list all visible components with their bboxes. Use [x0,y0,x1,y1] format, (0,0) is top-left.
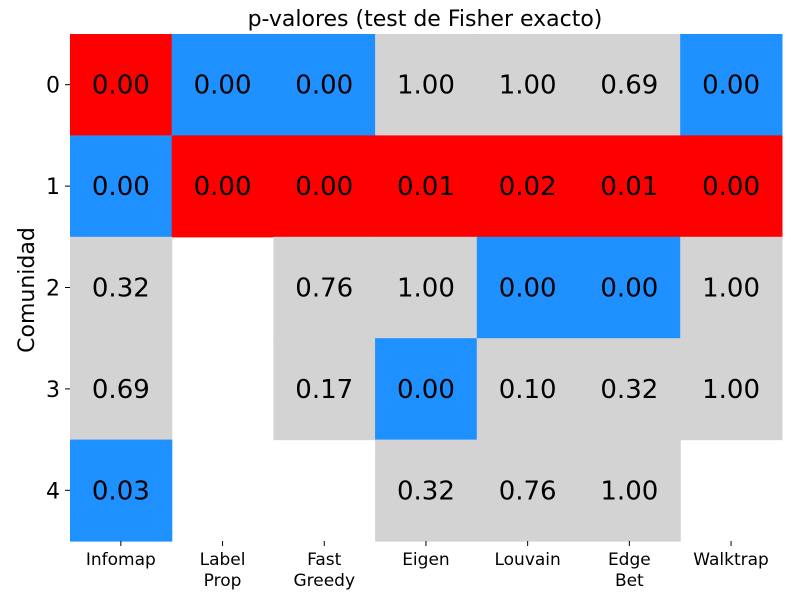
heatmap-cell [70,439,173,542]
heatmap-cell [578,236,681,339]
cell-value-label: 0.01 [397,172,455,202]
cell-value-label: 0.00 [92,172,150,202]
heatmap-cell [375,34,478,136]
heatmap-cell [476,34,580,136]
y-tick-label: 3 [46,378,60,403]
heatmap-cell [375,135,478,238]
cell-value-label: 0.02 [499,172,557,202]
heatmap-cell [476,439,580,542]
cell-value-label: 0.69 [92,375,150,405]
x-tick-label: Walktrap [693,550,769,570]
cell-value-label: 0.32 [600,375,658,405]
heatmap-cell [70,338,173,441]
x-tick-label: Louvain [494,550,560,570]
heatmap-cell [680,338,783,441]
x-tick-label: Fast Greedy [293,550,355,591]
cell-value-label: 0.69 [600,71,658,101]
heatmap-cell [476,236,580,339]
chart-title: p-valores (test de Fisher exacto) [248,7,603,32]
heatmap-cell [70,135,173,238]
cell-value-label: 1.00 [702,274,760,304]
cell-value-label: 0.00 [92,71,150,101]
cell-value-label: 0.03 [92,476,150,506]
heatmap-cell [375,236,478,339]
heatmap-cells [70,34,783,542]
cell-value-label: 0.00 [499,274,557,304]
cell-value-label: 0.00 [194,71,252,101]
y-tick-label: 4 [46,479,60,504]
cell-value-label: 0.10 [499,375,557,405]
heatmap-cell [273,135,376,238]
heatmap-cell [578,34,681,136]
heatmap-cell [273,236,376,339]
y-tick-label: 0 [46,74,60,99]
x-tick-label: Edge Bet [608,550,651,591]
heatmap-cell [375,338,478,441]
heatmap-cell [476,338,580,441]
x-tick-label: Eigen [402,550,450,570]
y-axis-ticks: 0 1 2 3 4 [46,74,70,504]
cell-value-label: 1.00 [397,71,455,101]
heatmap-cell [680,236,783,339]
cell-value-label: 0.00 [702,172,760,202]
cell-value-label: 0.32 [397,476,455,506]
heatmap-cell [171,135,274,238]
cell-value-label: 1.00 [397,274,455,304]
cell-value-label: 0.00 [194,172,252,202]
cell-value-label: 0.00 [600,274,658,304]
y-tick-label: 2 [46,277,60,302]
x-axis-ticks: Infomap Label Prop Fast Greedy Eigen Louvain Ed… [86,541,769,591]
cell-value-label: 0.76 [295,274,353,304]
cell-value-label: 1.00 [702,375,760,405]
cell-value-label: 0.00 [295,71,353,101]
cell-value-label: 0.32 [92,274,150,304]
cell-value-label: 1.00 [600,476,658,506]
cell-value-label: 0.01 [600,172,658,202]
heatmap-cell [578,439,681,542]
cell-value-label: 0.00 [295,172,353,202]
heatmap-cell [171,34,274,136]
heatmap-cell [70,236,173,339]
y-tick-label: 1 [46,175,60,200]
heatmap-cell [375,439,478,542]
heatmap-cell [273,338,376,441]
heatmap-cell [273,34,376,136]
y-axis-label: Comunidad [15,227,40,353]
heatmap-cell [578,135,681,238]
heatmap-cell [680,135,783,238]
heatmap-cell [476,135,580,238]
cell-labels: 0.00 0.00 0.00 1.00 1.00 0.69 0.00 0.00 0.00 0.00… [92,71,760,507]
heatmap-cell [70,34,173,136]
x-tick-label: Infomap [86,550,156,570]
cell-value-label: 0.00 [702,71,760,101]
cell-value-label: 0.76 [499,476,557,506]
cell-value-label: 0.17 [295,375,353,405]
cell-value-label: 0.00 [397,375,455,405]
cell-value-label: 1.00 [499,71,557,101]
x-tick-label: Label Prop [200,550,246,591]
heatmap-cell [680,34,783,136]
heatmap-cell [578,338,681,441]
